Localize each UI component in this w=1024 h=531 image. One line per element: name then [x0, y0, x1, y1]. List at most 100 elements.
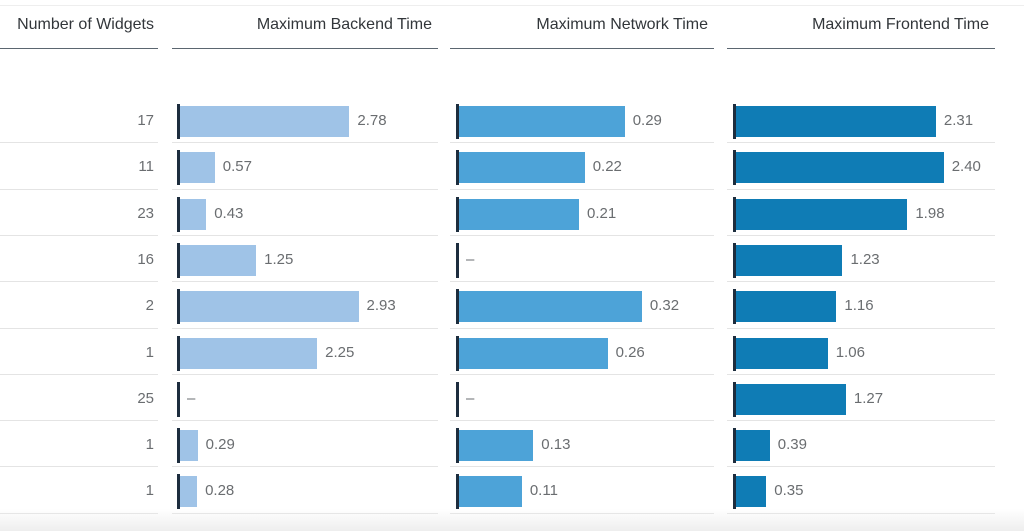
backend-row-divider	[172, 327, 438, 329]
network-axis-line	[456, 150, 459, 186]
frontend-axis-line	[733, 381, 736, 417]
backend-bar[interactable]	[180, 337, 318, 369]
network-bar[interactable]	[459, 476, 522, 508]
network-axis-line	[456, 474, 459, 510]
network-value-label: 0.11	[529, 482, 558, 500]
network-value-label: 0.26	[615, 343, 645, 361]
backend-axis-line	[177, 381, 180, 417]
frontend-row-divider	[727, 466, 995, 468]
backend-value-label: 2.25	[325, 343, 355, 361]
backend-bar[interactable]	[180, 476, 198, 508]
frontend-value-label: 0.35	[774, 482, 804, 500]
frontend-row-divider	[727, 188, 995, 190]
network-row-divider	[450, 188, 714, 190]
frontend-value-label: 2.40	[951, 158, 981, 176]
row-divider	[0, 188, 158, 190]
network-empty-label: –	[466, 389, 475, 407]
row-divider	[0, 373, 158, 375]
frontend-bar[interactable]	[736, 476, 767, 508]
backend-value-label: 2.78	[357, 112, 387, 129]
backend-bar[interactable]	[180, 198, 207, 230]
network-axis-line	[456, 289, 459, 325]
top-divider	[0, 5, 1024, 6]
backend-row-divider	[172, 512, 438, 514]
widget-count-cell: 25	[137, 389, 154, 407]
backend-axis-line	[177, 335, 180, 371]
frontend-row-divider	[727, 327, 995, 329]
row-divider	[0, 420, 158, 422]
network-row-divider	[450, 281, 714, 283]
row-divider	[0, 142, 158, 144]
frontend-bar[interactable]	[736, 430, 770, 462]
frontend-bar[interactable]	[736, 291, 837, 323]
network-bar[interactable]	[459, 106, 625, 137]
network-bar[interactable]	[459, 430, 534, 462]
backend-value-label: 0.28	[205, 482, 235, 500]
frontend-axis-line	[733, 242, 736, 278]
row-divider	[0, 512, 158, 514]
frontend-value-label: 1.16	[844, 297, 874, 315]
network-axis-line	[456, 104, 459, 139]
widget-count-cell: 23	[137, 204, 154, 222]
backend-row-divider	[172, 373, 438, 375]
network-row-divider	[450, 373, 714, 375]
header-underline-frontend	[727, 48, 995, 49]
frontend-value-label: 0.39	[777, 436, 807, 454]
frontend-bar[interactable]	[736, 383, 846, 415]
frontend-bar[interactable]	[736, 198, 908, 230]
widget-count-cell: 1	[145, 482, 154, 500]
header-underline-network	[450, 48, 714, 49]
backend-axis-line	[177, 150, 180, 186]
network-bar[interactable]	[459, 152, 585, 184]
network-row-divider	[450, 327, 714, 329]
header-maximum-frontend-time[interactable]: Maximum Frontend Time	[812, 16, 989, 33]
frontend-bar[interactable]	[736, 106, 936, 137]
backend-row-divider	[172, 188, 438, 190]
frontend-bar[interactable]	[736, 337, 828, 369]
backend-bar[interactable]	[180, 430, 198, 462]
network-bar[interactable]	[459, 337, 608, 369]
backend-axis-line	[177, 428, 180, 464]
header-number-of-widgets[interactable]: Number of Widgets	[17, 16, 154, 33]
backend-bar[interactable]	[180, 152, 215, 184]
frontend-row-divider	[727, 142, 995, 144]
row-divider	[0, 234, 158, 236]
network-axis-line	[456, 196, 459, 232]
backend-row-divider	[172, 281, 438, 283]
network-value-label: 0.22	[592, 158, 622, 176]
frontend-axis-line	[733, 150, 736, 186]
backend-axis-line	[177, 104, 180, 139]
backend-bar[interactable]	[180, 244, 257, 276]
backend-bar[interactable]	[180, 291, 359, 323]
backend-row-divider	[172, 466, 438, 468]
header-maximum-backend-time[interactable]: Maximum Backend Time	[256, 16, 432, 33]
row-divider	[0, 327, 158, 329]
backend-row-divider	[172, 420, 438, 422]
network-row-divider	[450, 512, 714, 514]
frontend-row-divider	[727, 373, 995, 375]
network-row-divider	[450, 142, 714, 144]
network-axis-line	[456, 242, 459, 278]
frontend-bar[interactable]	[736, 244, 843, 276]
network-row-divider	[450, 234, 714, 236]
header-maximum-network-time[interactable]: Maximum Network Time	[536, 16, 708, 33]
frontend-bar[interactable]	[736, 152, 944, 184]
backend-empty-label: –	[187, 389, 196, 407]
network-value-label: 0.29	[632, 112, 662, 129]
network-bar[interactable]	[459, 291, 642, 323]
frontend-axis-line	[733, 474, 736, 510]
backend-axis-line	[177, 289, 180, 325]
backend-axis-line	[177, 242, 180, 278]
backend-row-divider	[172, 142, 438, 144]
backend-bar[interactable]	[180, 106, 350, 137]
network-bar[interactable]	[459, 198, 579, 230]
row-divider	[0, 281, 158, 283]
frontend-axis-line	[733, 104, 736, 139]
network-axis-line	[456, 381, 459, 417]
frontend-row-divider	[727, 420, 995, 422]
network-value-label: 0.13	[541, 436, 571, 454]
backend-value-label: 0.57	[222, 158, 252, 176]
backend-axis-line	[177, 474, 180, 510]
backend-value-label: 0.43	[214, 204, 244, 222]
frontend-value-label: 1.27	[853, 389, 884, 407]
